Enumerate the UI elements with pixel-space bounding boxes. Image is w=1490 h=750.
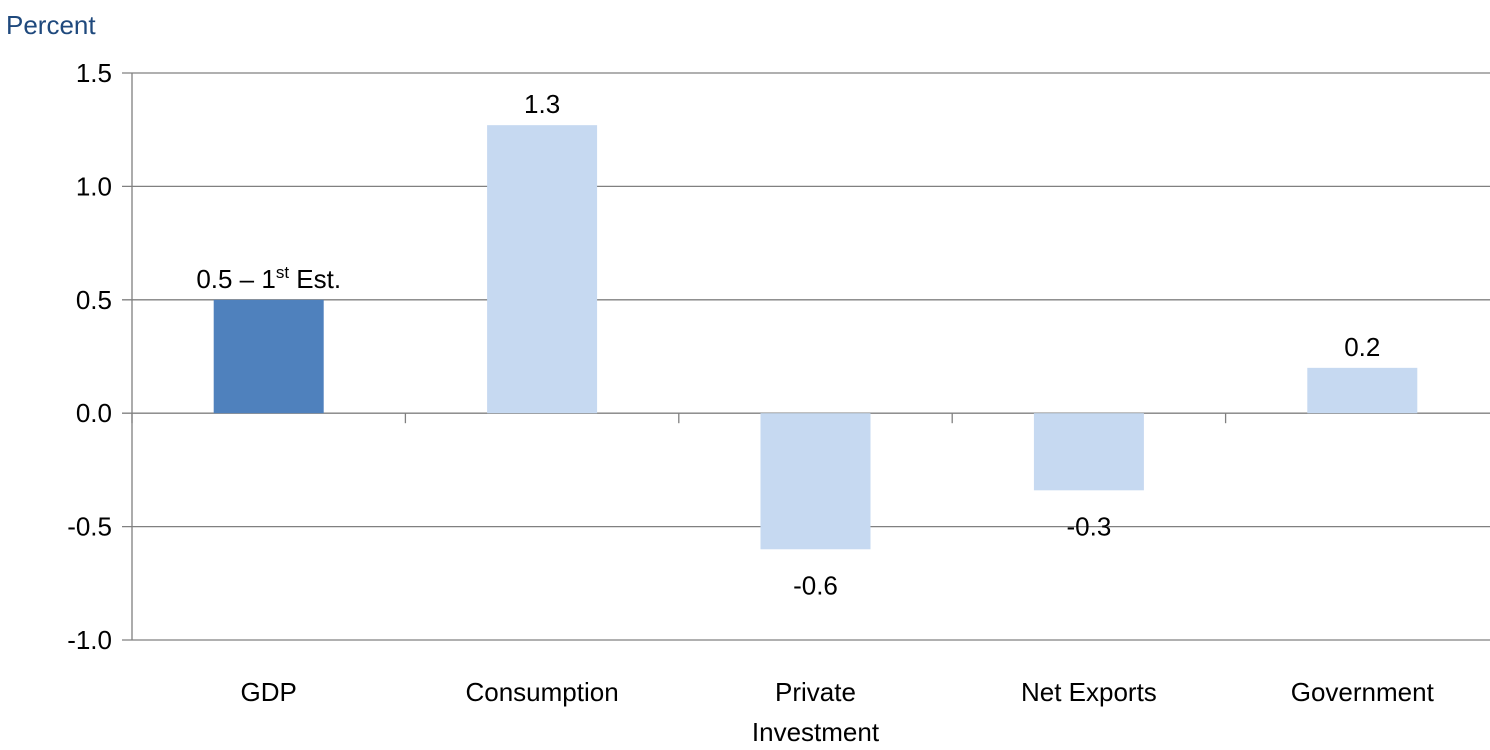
data-label: -0.3 xyxy=(1066,511,1111,541)
data-label: 0.2 xyxy=(1344,332,1380,362)
data-labels: 0.5 – 1st Est. 1.3 -0.6 -0.3 0.2 xyxy=(196,89,1380,600)
bars xyxy=(213,125,1418,550)
y-tick-label: 1.0 xyxy=(76,171,112,201)
category-label: Private xyxy=(775,677,856,707)
y-tick-labels: 1.5 1.0 0.5 0.0 -0.5 -1.0 xyxy=(67,58,112,655)
bar-private-investment xyxy=(760,413,871,550)
y-tick-label: 0.5 xyxy=(76,285,112,315)
y-tick-label: 0.0 xyxy=(76,398,112,428)
category-label: Investment xyxy=(752,717,880,747)
gridlines xyxy=(122,72,1490,641)
y-tick-label: 1.5 xyxy=(76,58,112,88)
category-label: GDP xyxy=(241,677,297,707)
y-tick-label: -0.5 xyxy=(67,512,112,542)
data-label: 0.5 – 1st Est. xyxy=(196,263,341,294)
category-labels: GDP Consumption Private Investment Net Expor… xyxy=(241,677,1435,747)
category-label: Government xyxy=(1291,677,1435,707)
axes xyxy=(131,73,1227,640)
category-label: Consumption xyxy=(465,677,618,707)
bar-consumption xyxy=(487,125,598,414)
y-tick-label: -1.0 xyxy=(67,625,112,655)
data-label: -0.6 xyxy=(793,570,838,600)
y-axis-unit-label: Percent xyxy=(6,10,96,40)
data-label: 1.3 xyxy=(524,89,560,119)
bar-net-exports xyxy=(1033,413,1144,491)
category-label: Net Exports xyxy=(1021,677,1157,707)
bar-gdp xyxy=(213,299,324,414)
bar-government xyxy=(1307,367,1418,414)
